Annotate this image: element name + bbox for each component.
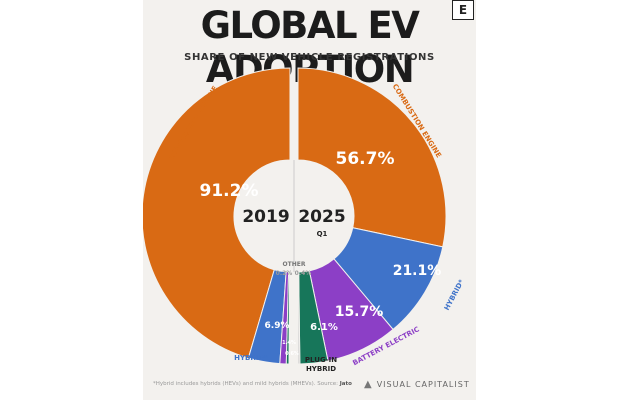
slice-2025-other	[297, 271, 301, 365]
value-label-2025-battery-electric: 15.7%	[335, 304, 384, 320]
infographic: GLOBAL EV ADOPTION SHARE OF NEW VEHICLE …	[143, 0, 476, 400]
value-label-2025-other: 0.4%	[295, 270, 312, 277]
footnote-source: Jato	[339, 381, 352, 387]
value-label-2025-plug-in-hybrid: 6.1%	[310, 322, 338, 333]
brand-logo-icon: ▲	[364, 379, 373, 390]
value-label-2019-hybrid: 6.9%	[265, 321, 290, 331]
brand: ▲ VISUAL CAPITALIST	[364, 379, 470, 390]
center-label-2019: 2019	[242, 207, 289, 227]
brand-name: VISUAL CAPITALIST	[376, 380, 470, 389]
center-label-2025: 2025	[298, 207, 345, 227]
slice-2019-other	[288, 271, 291, 365]
page-subtitle: SHARE OF NEW VEHICLE REGISTRATIONS	[184, 52, 435, 63]
category-label-hybrid-right: HYBRID*	[443, 278, 466, 312]
value-label-2019-combustion: 91.2%	[200, 181, 259, 201]
ev-adoption-chart: 2019 2025 Q1 91.2% 56.7% 21.1% 15.7% 6.1% 6.9% 1.…	[143, 67, 466, 373]
category-label-other: OTHER	[283, 261, 306, 268]
value-label-2025-combustion: 56.7%	[336, 149, 395, 169]
value-label-2025-hybrid: 21.1%	[393, 263, 442, 279]
value-label-2019-battery-electric: 1.4%	[282, 340, 296, 346]
center-sublabel-2025: Q1	[317, 230, 328, 238]
category-label-plug-in: PLUG-IN	[305, 356, 337, 364]
category-label-hybrid-left: HYBRID*	[234, 354, 268, 362]
category-label-plug-in-hybrid: HYBRID	[306, 365, 336, 373]
logo-badge: E	[452, 0, 474, 20]
value-label-2019-plug-in-hybrid: 0.6%	[285, 351, 299, 357]
value-label-2019-other: 0.2%	[276, 270, 293, 277]
slice-2019-combustion-engine	[143, 67, 291, 359]
slice-2025-combustion-engine	[297, 67, 447, 248]
footnote-text: *Hybrid includes hybrids (HEVs) and mild…	[153, 381, 338, 387]
footnote: *Hybrid includes hybrids (HEVs) and mild…	[153, 381, 352, 387]
